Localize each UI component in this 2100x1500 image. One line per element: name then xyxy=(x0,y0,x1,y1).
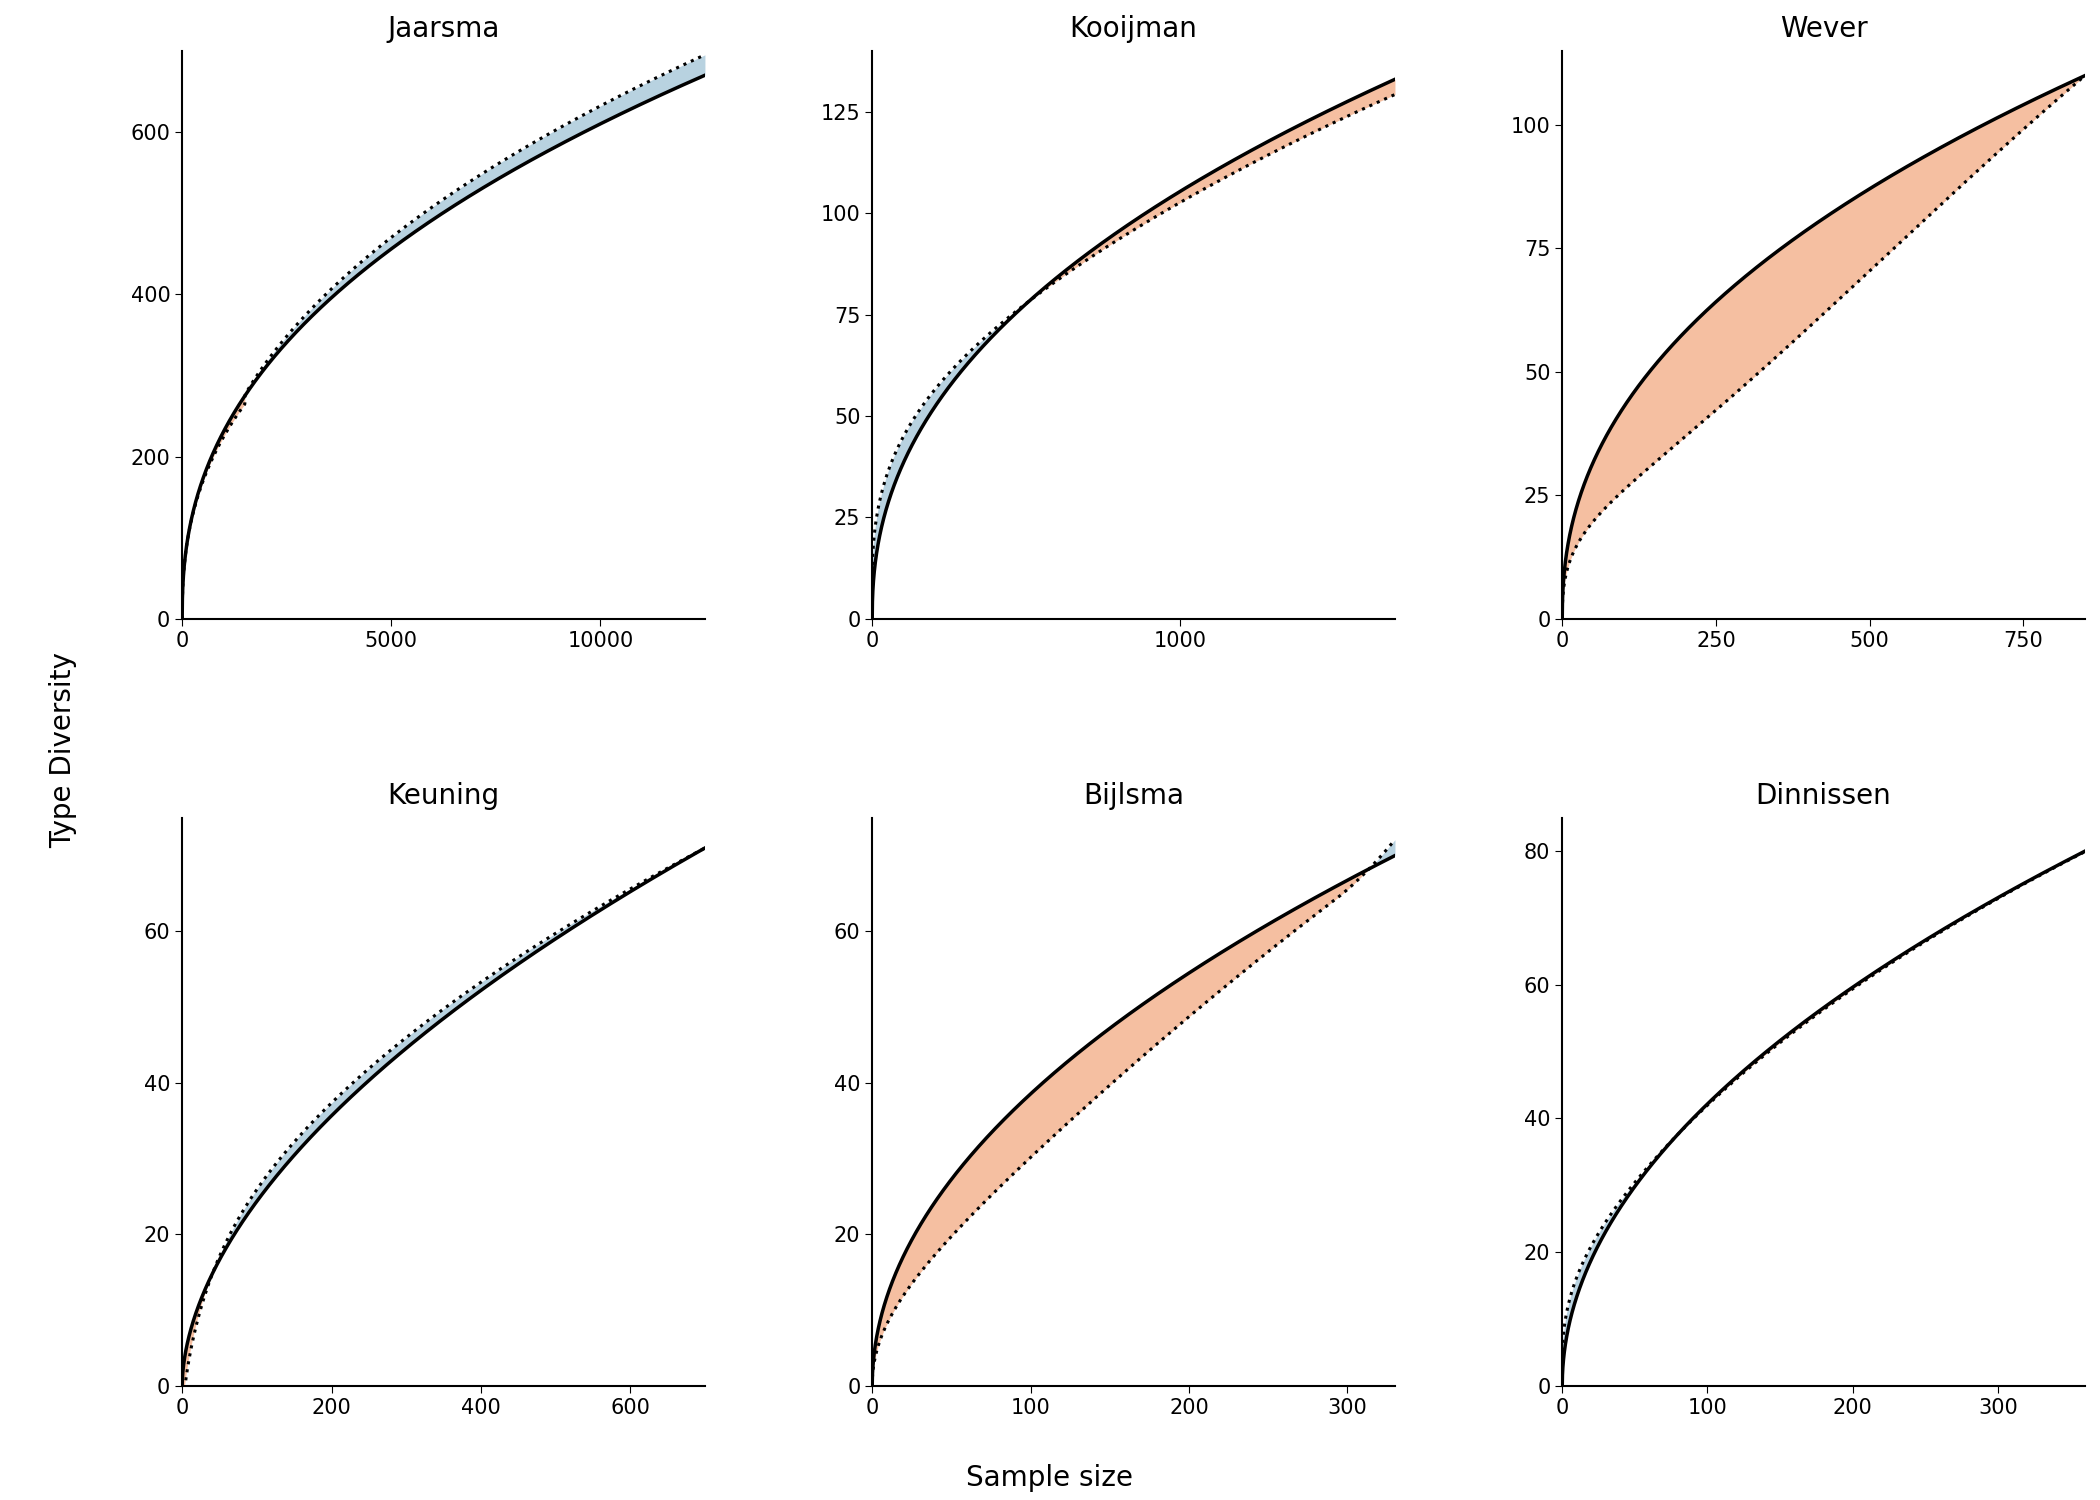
Title: Wever: Wever xyxy=(1779,15,1867,44)
Title: Kooijman: Kooijman xyxy=(1069,15,1197,44)
Title: Jaarsma: Jaarsma xyxy=(386,15,500,44)
Title: Keuning: Keuning xyxy=(388,782,500,810)
Text: Sample size: Sample size xyxy=(966,1464,1134,1491)
Title: Bijlsma: Bijlsma xyxy=(1084,782,1184,810)
Title: Dinnissen: Dinnissen xyxy=(1756,782,1892,810)
Text: Type Diversity: Type Diversity xyxy=(48,652,78,847)
